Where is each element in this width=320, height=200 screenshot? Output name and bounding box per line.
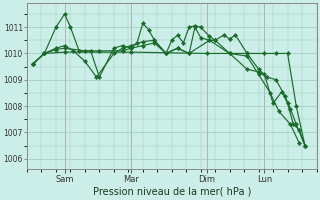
X-axis label: Pression niveau de la mer( hPa ): Pression niveau de la mer( hPa ) [92,187,251,197]
